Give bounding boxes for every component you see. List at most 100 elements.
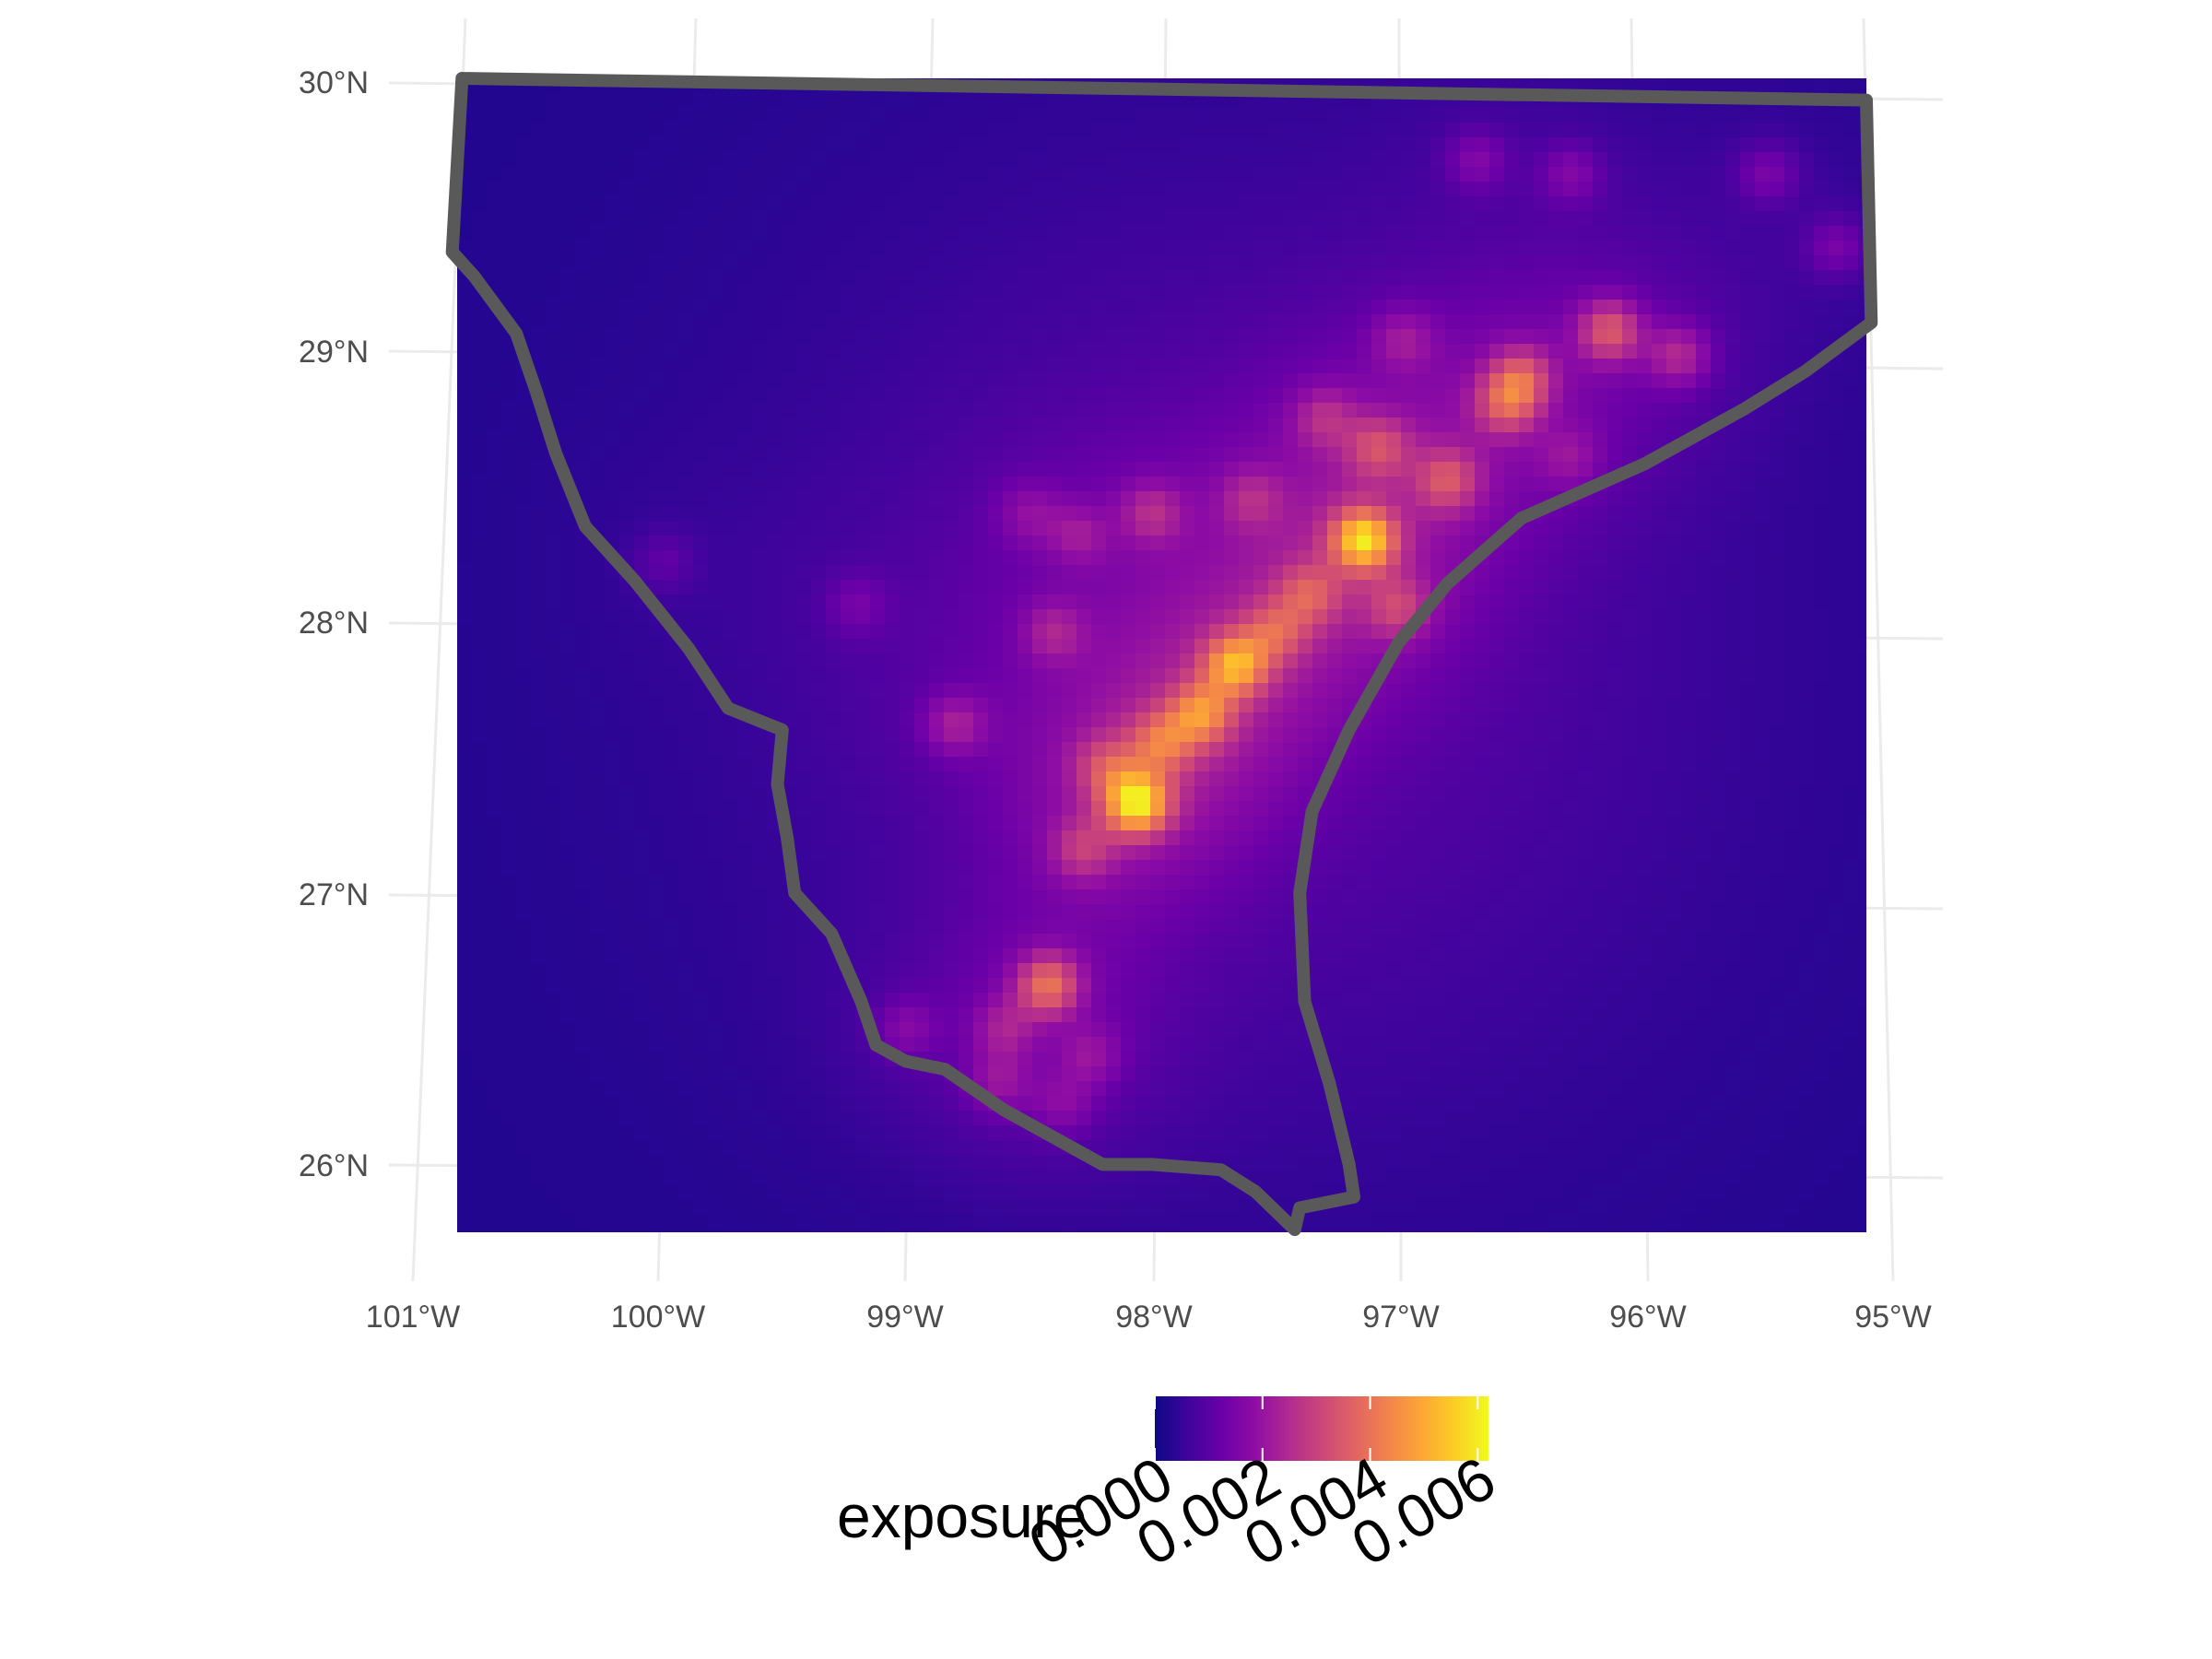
raster-cell xyxy=(1062,196,1077,212)
raster-cell xyxy=(900,712,915,728)
raster-cell xyxy=(1283,712,1299,728)
raster-cell xyxy=(855,771,871,787)
raster-cell xyxy=(1018,432,1033,448)
raster-cell xyxy=(959,300,974,315)
raster-cell xyxy=(1401,477,1417,492)
raster-cell xyxy=(1253,609,1269,625)
raster-cell xyxy=(664,447,679,463)
raster-cell xyxy=(1003,359,1018,374)
raster-cell xyxy=(723,211,738,227)
raster-cell xyxy=(1106,255,1122,271)
raster-cell xyxy=(870,300,886,315)
raster-cell xyxy=(1755,771,1771,787)
raster-cell xyxy=(1843,506,1859,522)
raster-cell xyxy=(737,565,753,581)
raster-cell xyxy=(590,447,606,463)
raster-cell xyxy=(914,211,930,227)
raster-cell xyxy=(1504,329,1520,345)
raster-cell xyxy=(1150,565,1166,581)
raster-cell xyxy=(634,506,650,522)
raster-cell xyxy=(1091,727,1107,743)
raster-cell xyxy=(811,535,827,551)
raster-cell xyxy=(1165,624,1181,640)
raster-cell xyxy=(1829,255,1844,271)
raster-cell xyxy=(634,462,650,477)
raster-cell xyxy=(1755,506,1771,522)
raster-cell xyxy=(914,182,930,197)
raster-cell xyxy=(1534,167,1549,182)
raster-cell xyxy=(1504,653,1520,669)
raster-cell xyxy=(1489,373,1505,389)
raster-cell xyxy=(501,668,517,684)
raster-cell xyxy=(1652,196,1667,212)
raster-cell xyxy=(1784,344,1800,359)
raster-cell xyxy=(708,285,724,300)
raster-cell xyxy=(1755,270,1771,286)
raster-cell xyxy=(575,182,591,197)
raster-cell xyxy=(767,418,782,433)
raster-cell xyxy=(944,535,959,551)
raster-cell xyxy=(664,639,679,654)
raster-cell xyxy=(1253,801,1269,817)
raster-cell xyxy=(1755,167,1771,182)
raster-cell xyxy=(605,167,620,182)
raster-cell xyxy=(1165,801,1181,817)
raster-cell xyxy=(1519,167,1535,182)
raster-cell xyxy=(1814,167,1830,182)
raster-cell xyxy=(1784,182,1800,197)
raster-cell xyxy=(767,580,782,595)
raster-cell xyxy=(649,359,665,374)
raster-cell xyxy=(678,196,694,212)
raster-cell xyxy=(634,329,650,345)
raster-cell xyxy=(619,506,635,522)
raster-cell xyxy=(1032,432,1048,448)
raster-cell xyxy=(708,93,724,109)
raster-cell xyxy=(914,123,930,138)
raster-cell xyxy=(1814,757,1830,772)
raster-cell xyxy=(973,712,989,728)
raster-cell xyxy=(1194,535,1210,551)
raster-cell xyxy=(678,757,694,772)
raster-cell xyxy=(634,447,650,463)
raster-cell xyxy=(1401,712,1417,728)
raster-cell xyxy=(1637,801,1653,817)
raster-cell xyxy=(1018,668,1033,684)
raster-cell xyxy=(1548,403,1564,418)
raster-cell xyxy=(988,639,1004,654)
raster-cell xyxy=(1371,403,1387,418)
raster-cell xyxy=(1534,344,1549,359)
raster-cell xyxy=(1755,359,1771,374)
raster-cell xyxy=(944,816,959,831)
raster-cell xyxy=(664,506,679,522)
raster-cell xyxy=(1784,285,1800,300)
raster-cell xyxy=(693,565,709,581)
raster-cell xyxy=(1077,683,1092,699)
raster-cell xyxy=(1298,108,1313,124)
raster-cell xyxy=(560,786,576,802)
raster-cell xyxy=(1268,241,1284,256)
raster-cell xyxy=(1194,344,1210,359)
raster-cell xyxy=(1312,182,1328,197)
raster-cell xyxy=(1018,373,1033,389)
raster-cell xyxy=(1150,123,1166,138)
raster-cell xyxy=(1740,152,1756,168)
raster-cell xyxy=(796,521,812,536)
raster-cell xyxy=(752,270,768,286)
raster-cell xyxy=(472,535,488,551)
raster-cell xyxy=(1563,742,1579,758)
raster-cell xyxy=(472,123,488,138)
raster-cell xyxy=(1784,196,1800,212)
raster-cell xyxy=(767,830,782,846)
raster-cell xyxy=(826,830,841,846)
raster-cell xyxy=(1814,477,1830,492)
raster-cell xyxy=(826,535,841,551)
raster-cell xyxy=(1062,403,1077,418)
raster-cell xyxy=(944,123,959,138)
raster-cell xyxy=(1711,801,1726,817)
raster-cell xyxy=(1445,255,1461,271)
raster-cell xyxy=(988,255,1004,271)
raster-cell xyxy=(841,152,856,168)
raster-cell xyxy=(1740,314,1756,330)
raster-cell xyxy=(1534,830,1549,846)
raster-cell xyxy=(1032,698,1048,713)
